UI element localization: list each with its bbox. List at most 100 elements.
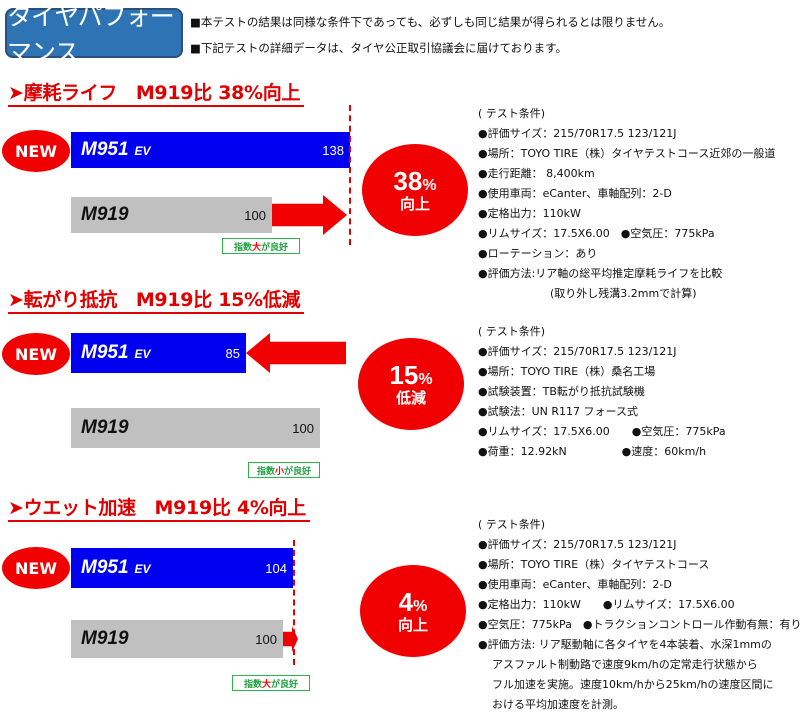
percent-unit: % [413, 598, 428, 616]
tire-name: M919 [81, 204, 129, 225]
reference-line [349, 105, 351, 245]
condition-line: ●定格出力：110kW [478, 207, 581, 220]
bar-value: 100 [244, 207, 266, 223]
test-conditions: ( テスト条件) ●評価サイズ：215/70R17.5 123/121J ●場所：T… [478, 322, 726, 462]
condition-line: ●場所：TOYO TIRE（株）タイヤテストコース近郊の一般道 [478, 147, 776, 160]
badge-pre: 指数 [256, 466, 275, 477]
better-index-badge: 指数大が良好 [222, 238, 300, 254]
bar-label: M951 EV [81, 139, 151, 161]
bar-value: 100 [292, 420, 314, 436]
bar-label: M919 [81, 204, 129, 226]
result-percent: 15% [389, 361, 432, 390]
condition-line: ●リムサイズ：17.5X6.00 ●空気圧：775kPa [478, 425, 726, 438]
new-badge: NEW [2, 333, 70, 375]
data-note: ■下記テストの詳細データは、タイヤ公正取引協議会に届けております。 [190, 41, 568, 55]
bar-m919: M919 100 [71, 408, 320, 448]
tire-name: M951 [81, 557, 129, 578]
badge-post: が良好 [261, 242, 289, 253]
result-circle: 38% 向上 [362, 144, 468, 236]
result-label: 向上 [397, 616, 428, 635]
bar-label: M951 EV [81, 342, 151, 364]
condition-line: ●空気圧：775kPa ●トラクションコントロール作動有無：有り [478, 618, 800, 631]
bar-value: 104 [265, 560, 287, 576]
condition-line: ●荷重：12.92kN ●速度：60km/h [478, 445, 707, 458]
bar-m951ev: M951 EV 138 [71, 132, 350, 168]
bar-label: M919 [81, 417, 129, 439]
condition-line: ●評価方法:リア軸の総平均推定摩耗ライフを比較 [478, 267, 723, 280]
bar-label: M951 EV [81, 557, 151, 579]
reference-line [293, 540, 295, 665]
disclaimer-note: ■本テストの結果は同様な条件下であっても、必ずしも同じ結果が得られるとは限りませ… [190, 15, 671, 29]
badge-pre: 指数 [243, 679, 262, 690]
badge-post: が良好 [271, 679, 299, 690]
percent-value: 4 [398, 587, 414, 618]
arrow-shape [246, 333, 346, 373]
new-badge: NEW [2, 547, 70, 589]
condition-line: ( テスト条件) [478, 518, 546, 531]
condition-line: ●使用車両：eCanter、車軸配列：2-D [478, 187, 672, 200]
tire-name: M919 [81, 417, 129, 438]
badge-key: 小 [274, 466, 284, 477]
badge-key: 大 [261, 679, 271, 690]
bar-value: 138 [322, 142, 344, 158]
better-index-badge: 指数小が良好 [248, 462, 320, 478]
bar-m951ev: M951 EV 85 [71, 333, 246, 373]
bar-label: M919 [81, 628, 129, 650]
result-percent: 4% [399, 588, 428, 617]
condition-line: ●場所：TOYO TIRE（株）タイヤテストコース [478, 558, 710, 571]
tire-suffix: EV [134, 144, 151, 158]
badge-key: 大 [251, 242, 261, 253]
section-heading: ➤ウエット加速 M919比 4%向上 [8, 493, 310, 522]
condition-line: ●評価サイズ：215/70R17.5 123/121J [478, 538, 677, 551]
condition-line: ( テスト条件) [478, 107, 546, 120]
arrow-shape [272, 195, 347, 235]
condition-line: ●評価サイズ：215/70R17.5 123/121J [478, 127, 677, 140]
new-badge: NEW [2, 130, 70, 172]
result-percent: 38% [393, 167, 436, 196]
tire-suffix: EV [134, 562, 151, 576]
test-conditions: ( テスト条件) ●評価サイズ：215/70R17.5 123/121J ●場所：T… [478, 515, 800, 715]
test-conditions: ( テスト条件) ●評価サイズ：215/70R17.5 123/121J ●場所：T… [478, 104, 775, 304]
condition-line: ●使用車両：eCanter、車軸配列：2-D [478, 578, 672, 591]
section-heading: ➤摩耗ライフ M919比 38%向上 [8, 78, 305, 107]
arrow-right-icon [283, 626, 298, 652]
condition-line: ●走行距離： 8,400km [478, 167, 595, 180]
condition-line: ●場所：TOYO TIRE（株）桑名工場 [478, 365, 656, 378]
condition-line: ●評価サイズ：215/70R17.5 123/121J [478, 345, 677, 358]
condition-line: ●ローテーション：あり [478, 247, 598, 260]
bar-value: 85 [225, 345, 240, 361]
result-label: 向上 [399, 195, 430, 214]
condition-line: フル加速を実施。速度10km/hから25km/hの速度区間に [492, 678, 774, 691]
condition-line: おける平均加速度を計測。 [492, 698, 624, 711]
tire-suffix: EV [134, 347, 151, 361]
section-heading: ➤転がり抵抗 M919比 15%低減 [8, 285, 305, 314]
bar-m951ev: M951 EV 104 [71, 548, 293, 588]
result-circle: 4% 向上 [360, 565, 466, 657]
condition-line: アスファルト制動路で速度9km/hの定常走行状態から [492, 658, 758, 671]
condition-line: ●リムサイズ：17.5X6.00 ●空気圧：775kPa [478, 227, 715, 240]
tire-name: M919 [81, 628, 129, 649]
condition-line: ●試験法：UN R117 フォース式 [478, 405, 638, 418]
tire-name: M951 [81, 139, 129, 160]
percent-unit: % [418, 371, 433, 389]
tire-name: M951 [81, 342, 129, 363]
badge-pre: 指数 [233, 242, 252, 253]
arrow-shape [283, 626, 298, 652]
result-circle: 15% 低減 [358, 338, 464, 430]
bar-m919: M919 100 [71, 620, 283, 658]
bar-m919: M919 100 [71, 197, 272, 233]
percent-unit: % [422, 177, 437, 195]
percent-value: 38 [393, 166, 423, 197]
arrow-right-icon [272, 195, 347, 235]
page-title: タイヤパフォーマンス [5, 2, 183, 67]
condition-line: ( テスト条件) [478, 325, 546, 338]
better-index-badge: 指数大が良好 [232, 675, 310, 691]
badge-post: が良好 [284, 466, 312, 477]
condition-line: ●試験装置：TB転がり抵抗試験機 [478, 385, 645, 398]
result-label: 低減 [395, 389, 426, 408]
arrow-left-icon [246, 333, 346, 373]
condition-line: ●評価方法: リア駆動軸に各タイヤを4本装着、水深1mmの [478, 638, 772, 651]
bar-value: 100 [255, 631, 277, 647]
condition-line: (取り外し残溝3.2mmで計算) [550, 287, 697, 300]
condition-line: ●定格出力：110kW ●リムサイズ：17.5X6.00 [478, 598, 735, 611]
